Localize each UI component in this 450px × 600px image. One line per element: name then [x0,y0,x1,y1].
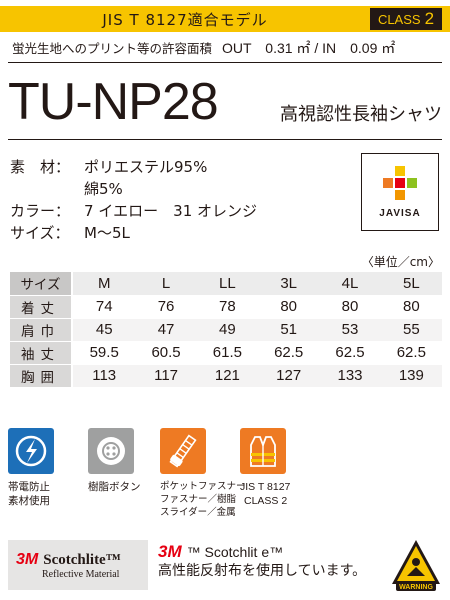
spec-label [10,178,84,200]
table-cell: 60.5 [135,341,197,365]
spec-row: サイズ： M〜5L [10,222,257,244]
spec-value: 7 イエロー 31 オレンジ [84,202,258,220]
print-area-value: OUT 0.31 ㎡ / IN 0.09 ㎡ [222,40,396,56]
table-cell: 76 [135,295,197,319]
safety-vest-icon [240,428,286,474]
feature-resin-button: 樹脂ボタン [88,428,166,494]
class-number: 2 [424,9,435,28]
size-header: 5L [380,272,442,296]
table-cell: 139 [380,364,442,388]
3m-logo: 3M [16,550,39,568]
print-area-label: 蛍光生地へのプリント等の許容面積 [12,41,213,56]
product-name: 高視認性長袖シャツ [280,104,442,125]
class-label: CLASS [377,11,421,27]
row-label: 着丈 [10,295,73,319]
table-row: 肩巾 45 47 49 51 53 55 [10,318,442,342]
table-cell: 45 [72,318,136,342]
feature-zipper: ポケットファスナー ファスナー／樹脂 スライダー／金属 [160,428,246,519]
feature-label: 樹脂ボタン [88,481,141,493]
standard-banner: JIS T 8127適合モデル CLASS 2 [0,6,450,32]
spec-label: カラー： [10,202,71,220]
scotchlite-line2: 高性能反射布を使用しています。 [158,563,367,579]
table-cell: 51 [258,318,320,342]
size-header: LL [196,272,259,296]
table-cell: 53 [319,318,381,342]
spec-row: 素 材： ポリエステル95% [10,156,257,178]
table-cell: 62.5 [258,341,320,365]
divider [8,62,442,63]
reflective-material-label: Reflective Material [42,568,120,580]
table-cell: 121 [196,364,259,388]
spec-label: 素 材： [10,158,71,176]
table-cell: 80 [319,295,381,319]
table-row: 胸囲 113 117 121 127 133 139 [10,364,442,388]
unit-label: 〈単位／cm〉 [361,255,440,269]
scotchlite-description: 3M ™ Scotchlit e™ 高性能反射布を使用しています。 [158,542,366,581]
table-cell: 74 [72,295,136,319]
javisa-logo-text: JAVISA [379,207,421,219]
feature-label: ポケットファスナー ファスナー／樹脂 スライダー／金属 [160,481,246,518]
table-cell: 61.5 [196,341,259,365]
table-cell: 62.5 [380,341,442,365]
feature-label: 帯電防止 素材使用 [8,481,50,507]
row-label: 肩巾 [10,318,73,342]
spec-label: サイズ： [10,224,70,242]
scotchlite-brand: Scotchlite™ [43,551,121,568]
resin-button-icon [88,428,134,474]
feature-antistatic: 帯電防止 素材使用 [8,428,86,508]
table-cell: 113 [72,364,136,388]
feature-label: JIS T 8127 CLASS 2 [240,481,291,507]
warning-label: WARNING [399,584,433,591]
scotchlite-line1: ™ Scotchlit e™ [186,544,284,560]
size-header: 4L [319,272,381,296]
model-number: TU-NP28 [8,73,219,131]
spec-row: カラー： 7 イエロー 31 オレンジ [10,200,257,222]
table-header-row: サイズ M L LL 3L 4L 5L [10,272,442,296]
spec-list: 素 材： ポリエステル95% 綿5% カラー： 7 イエロー 31 オレンジ サ… [10,156,257,244]
zipper-icon [160,428,206,474]
table-cell: 59.5 [72,341,136,365]
table-row: 袖丈 59.5 60.5 61.5 62.5 62.5 62.5 [10,341,442,365]
divider [8,139,442,140]
table-header-label: サイズ [10,272,73,296]
table-cell: 55 [380,318,442,342]
row-label: 胸囲 [10,364,73,388]
row-label: 袖丈 [10,341,73,365]
table-cell: 127 [258,364,320,388]
table-cell: 117 [135,364,197,388]
spec-row: 綿5% [10,178,257,200]
size-table: サイズ M L LL 3L 4L 5L 着丈 74 76 78 80 80 80… [10,272,442,388]
table-cell: 47 [135,318,197,342]
feature-jis-class2: JIS T 8127 CLASS 2 [240,428,318,508]
scotchlite-footer: 3M Scotchlite™ Reflective Material 3M ™ S… [8,536,442,594]
spec-value: M〜5L [84,224,130,242]
table-cell: 133 [319,364,381,388]
antistatic-icon [8,428,54,474]
size-header: M [72,272,136,296]
feature-icons: 帯電防止 素材使用 樹脂ボタン [8,428,442,519]
table-cell: 78 [196,295,259,319]
spec-value: 綿5% [84,180,123,198]
table-cell: 80 [258,295,320,319]
print-area-info: 蛍光生地へのプリント等の許容面積 OUT 0.31 ㎡ / IN 0.09 ㎡ [12,38,442,58]
javisa-cross-icon [383,165,417,200]
table-cell: 80 [380,295,442,319]
table-row: 着丈 74 76 78 80 80 80 [10,295,442,319]
standard-text: JIS T 8127適合モデル [102,10,268,29]
javisa-logo: JAVISA [361,153,439,231]
size-header: 3L [258,272,320,296]
table-cell: 49 [196,318,259,342]
3m-logo: 3M [158,542,182,561]
table-cell: 62.5 [319,341,381,365]
class-badge: CLASS 2 [370,8,442,30]
scotchlite-badge: 3M Scotchlite™ Reflective Material [8,540,148,590]
size-header: L [135,272,197,296]
warning-sign-icon: WARNING [392,540,440,591]
spec-value: ポリエステル95% [84,158,208,176]
